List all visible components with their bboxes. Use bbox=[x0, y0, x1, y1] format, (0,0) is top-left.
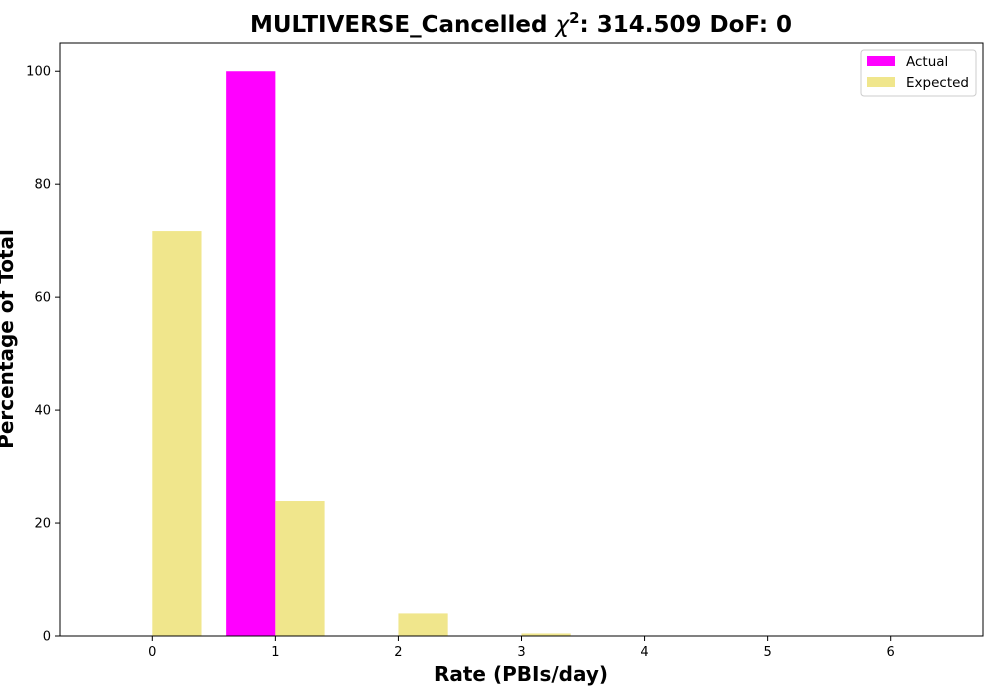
x-tick-label: 2 bbox=[394, 645, 402, 660]
y-axis-ticks: 0 20 40 60 80 100 bbox=[26, 65, 60, 645]
y-axis-label: Percentage of Total bbox=[0, 229, 18, 449]
y-tick-label: 0 bbox=[43, 630, 51, 645]
plot-frame bbox=[59, 42, 984, 637]
x-tick-label: 4 bbox=[640, 645, 648, 660]
y-tick-label: 80 bbox=[34, 178, 51, 193]
bar-expected-3 bbox=[521, 633, 571, 636]
legend-label-actual: Actual bbox=[906, 54, 948, 70]
y-tick-label: 60 bbox=[34, 291, 51, 306]
x-axis-ticks: 0 1 2 3 4 5 6 bbox=[148, 636, 895, 660]
legend-label-expected: Expected bbox=[906, 75, 969, 91]
x-tick-label: 1 bbox=[271, 645, 279, 660]
y-tick-label: 20 bbox=[34, 517, 51, 532]
bar-actual-1 bbox=[226, 71, 276, 636]
x-axis-label: Rate (PBIs/day) bbox=[434, 662, 608, 686]
x-tick-label: 6 bbox=[887, 645, 895, 660]
bar-expected-0 bbox=[152, 231, 202, 636]
chart-title: MULTIVERSE_Cancelled χ2: 314.509 DoF: 0 bbox=[250, 9, 792, 38]
legend-swatch-expected bbox=[867, 77, 895, 87]
legend-swatch-actual bbox=[867, 56, 895, 66]
legend: Actual Expected bbox=[860, 49, 977, 97]
x-tick-label: 5 bbox=[763, 645, 771, 660]
y-tick-label: 100 bbox=[26, 65, 51, 80]
bar-expected-2 bbox=[398, 613, 448, 636]
x-tick-label: 3 bbox=[517, 645, 525, 660]
bars bbox=[152, 71, 694, 636]
x-tick-label: 0 bbox=[148, 645, 156, 660]
bar-expected-1 bbox=[275, 501, 325, 636]
y-tick-label: 40 bbox=[34, 404, 51, 419]
